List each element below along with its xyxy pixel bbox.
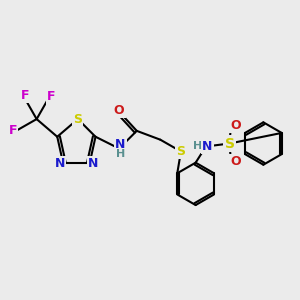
Text: N: N: [116, 139, 126, 152]
Text: S: S: [224, 136, 235, 151]
Text: O: O: [114, 104, 124, 117]
Text: H: H: [116, 149, 125, 159]
Text: N: N: [54, 157, 65, 170]
Text: O: O: [230, 119, 241, 132]
Text: F: F: [47, 91, 56, 103]
Text: O: O: [230, 155, 241, 168]
Text: N: N: [202, 140, 213, 153]
Text: F: F: [9, 124, 17, 137]
Text: F: F: [21, 89, 29, 102]
Text: N: N: [88, 157, 98, 170]
Text: S: S: [74, 112, 82, 126]
Text: H: H: [193, 142, 202, 152]
Text: S: S: [176, 145, 185, 158]
